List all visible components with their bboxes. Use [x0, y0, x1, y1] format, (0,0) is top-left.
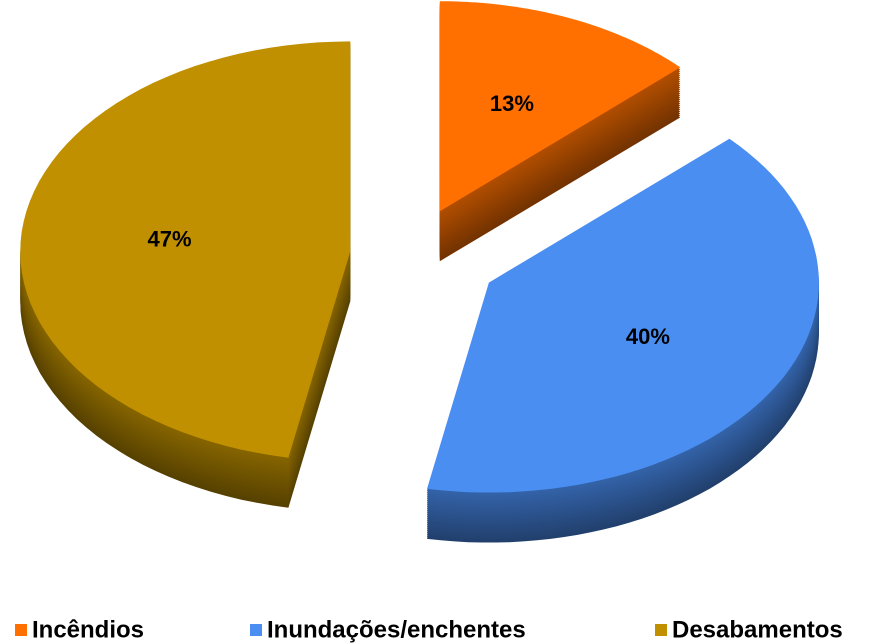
legend-swatch	[250, 624, 262, 636]
legend-label: Incêndios	[32, 616, 144, 643]
slice-group: 47%	[20, 41, 351, 508]
slice-group: 13%	[439, 1, 681, 262]
value-label: 40%	[626, 324, 670, 349]
legend-label: Desabamentos	[672, 616, 843, 643]
legend-swatch	[655, 624, 667, 636]
legend-swatch	[15, 624, 27, 636]
slice	[439, 1, 681, 212]
slice	[427, 138, 819, 493]
slice-group: 40%	[427, 138, 819, 543]
slice	[20, 41, 351, 458]
value-label: 47%	[148, 226, 192, 251]
legend-label: Inundações/enchentes	[267, 616, 526, 643]
value-label: 13%	[490, 91, 534, 116]
